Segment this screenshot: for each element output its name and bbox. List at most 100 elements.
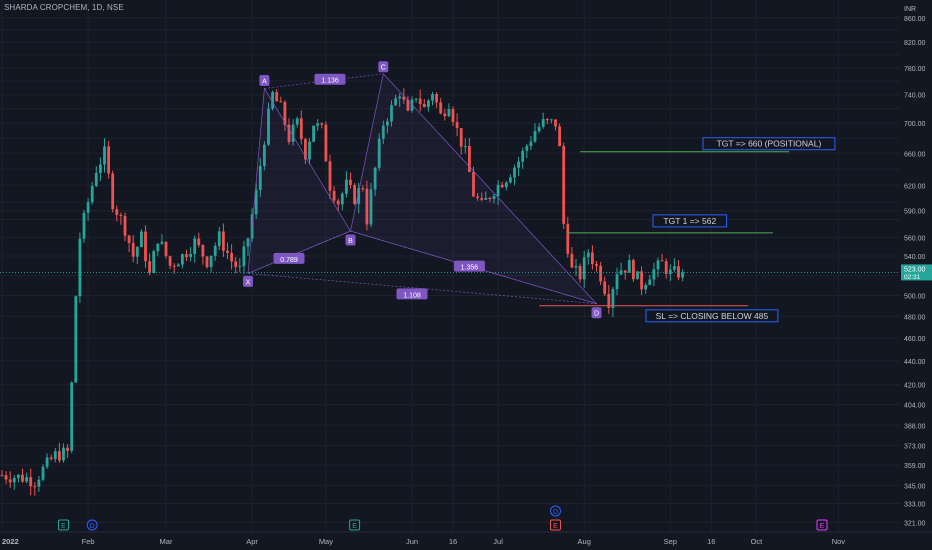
candle-body <box>472 172 475 197</box>
candle-body <box>193 238 197 254</box>
candle-body <box>33 486 37 488</box>
candle-body <box>468 146 471 173</box>
candle-body <box>115 209 119 215</box>
candle-body <box>246 238 250 247</box>
candle-body <box>541 119 545 127</box>
pattern-triangle <box>247 87 352 274</box>
candle-body <box>599 265 602 282</box>
candle-body <box>447 109 451 117</box>
currency-label: INR <box>904 6 916 13</box>
candle-body <box>324 124 328 162</box>
candle-body <box>41 466 45 480</box>
candle-body <box>656 260 660 270</box>
price-tick-label: 404.00 <box>904 403 926 410</box>
candle-body <box>677 266 680 278</box>
candle-body <box>402 96 406 100</box>
candle-body <box>537 126 541 132</box>
ratio-label-box <box>314 73 346 85</box>
candle-body <box>201 245 205 257</box>
candle-body <box>12 477 16 483</box>
candle-body <box>140 231 143 248</box>
level-label-box-tgt <box>702 137 836 151</box>
candle-body <box>111 173 115 210</box>
event-symbol: D <box>90 523 95 530</box>
candle-body <box>152 251 156 273</box>
candle-body <box>107 146 110 174</box>
candle-body <box>554 119 557 127</box>
earnings-event-icon[interactable] <box>816 519 828 531</box>
candle-body <box>582 257 586 280</box>
candle-body <box>58 451 61 461</box>
candle-body <box>275 92 279 102</box>
candle-body <box>160 241 164 244</box>
pattern-point-box <box>378 61 389 73</box>
candle-body <box>480 198 484 200</box>
candle-body <box>611 289 615 308</box>
candle-body <box>574 266 578 268</box>
candle-body <box>361 188 365 190</box>
candle-body <box>525 146 529 151</box>
candle-body <box>406 99 410 111</box>
time-tick-label: Aug <box>578 537 591 546</box>
ratio-label: 1.356 <box>461 265 479 272</box>
event-symbol: E <box>553 523 558 530</box>
candle-body <box>205 256 209 267</box>
candle-body <box>451 109 455 123</box>
candle-body <box>74 296 78 383</box>
price-tick-label: 321.00 <box>904 520 926 527</box>
time-axis[interactable]: 2022 Feb Mar Apr May Jun 16 Jul Aug Sep 16 Oct Nov <box>0 531 932 546</box>
candle-body <box>123 215 127 236</box>
candle-body <box>316 123 320 126</box>
candle-body <box>238 266 242 268</box>
candle-body <box>94 172 98 187</box>
candle-body <box>566 223 570 254</box>
candle-body <box>70 382 74 451</box>
candle-body <box>504 182 508 188</box>
dividend-event-icon[interactable] <box>550 505 561 517</box>
candle-body <box>21 474 24 482</box>
candle-body <box>578 266 582 280</box>
price-tick-label: 660.00 <box>904 151 926 158</box>
earnings-event-icon[interactable] <box>349 519 361 531</box>
pattern-point-label: C <box>381 65 386 72</box>
candle-body <box>422 103 426 108</box>
candle-body <box>254 189 258 215</box>
candle-body <box>443 113 447 117</box>
candle-body <box>62 447 65 461</box>
candle-body <box>181 254 184 265</box>
price-tick-label: 540.00 <box>904 254 926 261</box>
time-tick-label: Nov <box>832 537 846 546</box>
candle-body <box>435 94 438 103</box>
candle-body <box>172 265 176 267</box>
candle-body <box>664 261 668 274</box>
candle-body <box>234 261 238 267</box>
candle-body <box>308 141 311 160</box>
candle-body <box>586 252 590 258</box>
event-symbol: E <box>352 523 357 530</box>
dividend-event-icon[interactable] <box>86 519 98 531</box>
candle-body <box>78 238 82 297</box>
candle-body <box>148 261 151 273</box>
earnings-event-icon[interactable] <box>58 519 69 531</box>
candle-body <box>349 179 352 185</box>
price-axis[interactable]: INR 860.00 820.00 780.00 740.00 700.00 660.00 6… <box>900 0 932 550</box>
candle-body <box>418 98 422 104</box>
candle-body <box>332 190 336 201</box>
price-tick-label: 388.00 <box>904 423 926 430</box>
candle-body <box>312 125 315 142</box>
time-tick-label: Sep <box>664 537 677 546</box>
candle-body <box>82 212 86 239</box>
price-tick-label: 359.00 <box>904 463 926 470</box>
candle-body <box>144 231 147 262</box>
candle-body <box>595 264 598 266</box>
candle-body <box>615 274 619 290</box>
chart-title: SHARDA CROPCHEM, 1D, NSE <box>4 3 124 12</box>
price-tick-label: 590.00 <box>904 209 926 216</box>
pattern-point-label: D <box>594 311 599 318</box>
candle-body <box>591 252 594 265</box>
earnings-event-icon[interactable] <box>550 519 561 531</box>
candle-body <box>197 238 201 246</box>
candle-body <box>131 242 135 257</box>
candle-body <box>427 100 430 108</box>
